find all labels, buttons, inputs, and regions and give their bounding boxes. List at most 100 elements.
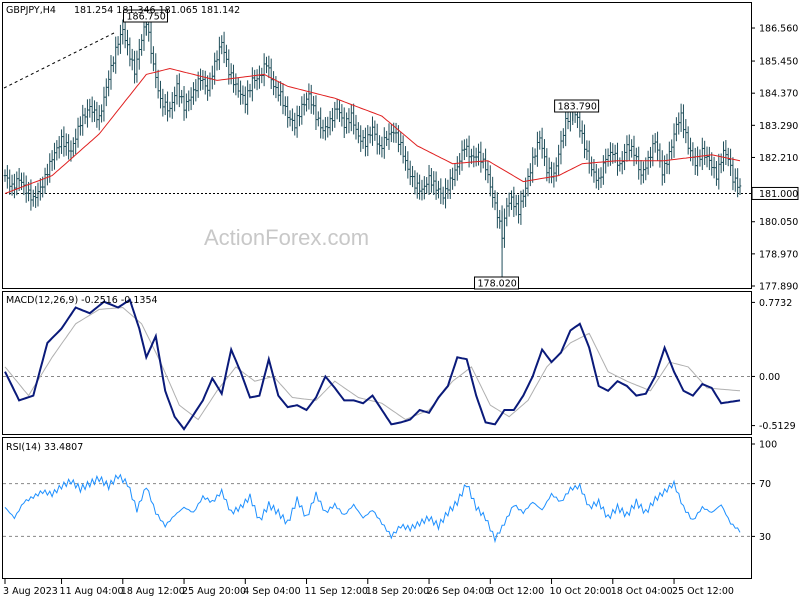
price-bar	[361, 129, 365, 149]
price-bar	[255, 69, 259, 91]
price-bar	[31, 189, 35, 207]
price-bar	[616, 142, 619, 176]
price-bar	[404, 146, 407, 171]
price-bar	[36, 182, 40, 207]
price-bar	[609, 142, 612, 166]
time-axis-label: 18 Sep 20:00	[366, 586, 429, 597]
price-bar	[199, 68, 202, 91]
price-bar	[100, 104, 103, 123]
symbol-label: GBPJPY,H4	[6, 5, 56, 16]
price-bar	[352, 103, 355, 135]
price-bar	[116, 36, 120, 56]
price-bar	[178, 73, 181, 108]
time-axis-label: 11 Sep 12:00	[305, 586, 368, 597]
price-bar	[189, 87, 193, 111]
price-bar	[185, 93, 188, 119]
price-bar	[432, 171, 436, 196]
price-bar	[15, 171, 19, 196]
price-bar	[194, 79, 198, 102]
price-bar	[533, 148, 537, 165]
price-bar	[135, 50, 139, 83]
price-bar	[107, 70, 110, 97]
price-bar	[258, 65, 261, 89]
price-bar	[670, 139, 673, 160]
price-bar	[121, 19, 125, 45]
price-bar	[253, 69, 257, 89]
price-bar	[182, 86, 186, 121]
price-bar	[437, 180, 440, 199]
rsi-panel[interactable]	[2, 437, 752, 579]
price-bar	[295, 105, 299, 138]
price-bar	[701, 137, 704, 171]
price-bar	[729, 148, 732, 176]
price-bar	[302, 93, 306, 116]
price-bar	[168, 101, 172, 118]
macd-line	[4, 298, 741, 431]
price-bar	[635, 147, 638, 165]
price-bar	[206, 75, 209, 101]
price-bar	[39, 178, 42, 201]
price-bar	[602, 155, 605, 185]
price-bar	[276, 81, 280, 102]
price-bar	[102, 86, 106, 122]
price-bar	[458, 153, 461, 175]
rsi-line	[4, 473, 741, 544]
price-bar	[137, 38, 141, 70]
price-bar	[64, 133, 68, 156]
time-axis-label: 18 Aug 12:00	[121, 586, 185, 597]
price-bar	[90, 96, 94, 123]
annotation-box	[123, 9, 168, 23]
price-bar	[57, 136, 61, 159]
price-bar	[373, 120, 377, 141]
annotation-box	[474, 276, 520, 290]
price-bar	[34, 186, 37, 208]
current-price-label: 181.000	[759, 189, 798, 200]
price-bar	[724, 140, 728, 166]
price-bar	[93, 100, 96, 122]
price-bar	[656, 131, 659, 161]
price-bar	[705, 146, 709, 168]
price-bar	[272, 71, 275, 96]
price-bar	[265, 56, 268, 74]
price-bar	[698, 149, 702, 167]
price-axis-label: 184.370	[759, 89, 798, 100]
annotation-box	[554, 99, 600, 113]
price-bar	[526, 168, 530, 197]
current-price-box	[751, 186, 799, 200]
price-bar	[119, 24, 122, 54]
price-bar	[114, 36, 118, 74]
price-bar	[222, 31, 226, 64]
price-bar	[6, 165, 9, 189]
price-bar	[677, 112, 681, 135]
price-bar	[291, 108, 294, 132]
price-bar	[286, 96, 289, 128]
rsi-axis-label: 100	[759, 440, 777, 451]
annotation-value: 183.790	[558, 102, 597, 113]
price-bar	[722, 141, 725, 172]
macd-panel[interactable]	[2, 291, 752, 435]
price-bar	[293, 112, 297, 136]
price-bar	[201, 70, 205, 90]
price-bar	[243, 86, 247, 114]
price-bar	[248, 83, 252, 98]
price-bar	[126, 29, 129, 56]
price-bar	[420, 179, 424, 201]
price-bar	[300, 96, 304, 125]
price-bar	[712, 156, 716, 179]
macd-label: MACD(12,26,9) -0.2516 -0.1354	[6, 295, 158, 306]
price-bar	[456, 156, 459, 181]
price-bar	[550, 161, 553, 184]
price-bar	[736, 168, 739, 198]
price-bar	[312, 95, 315, 115]
price-bar	[95, 101, 99, 128]
price-bar	[653, 133, 657, 153]
price-bar	[128, 37, 132, 67]
price-bar	[557, 144, 560, 176]
price-annotation: 186.750	[123, 9, 168, 23]
price-panel[interactable]	[2, 2, 752, 289]
rsi-axis-label: 30	[759, 532, 771, 543]
price-bar	[517, 194, 520, 224]
price-bar	[342, 107, 346, 139]
price-bar	[477, 143, 480, 166]
